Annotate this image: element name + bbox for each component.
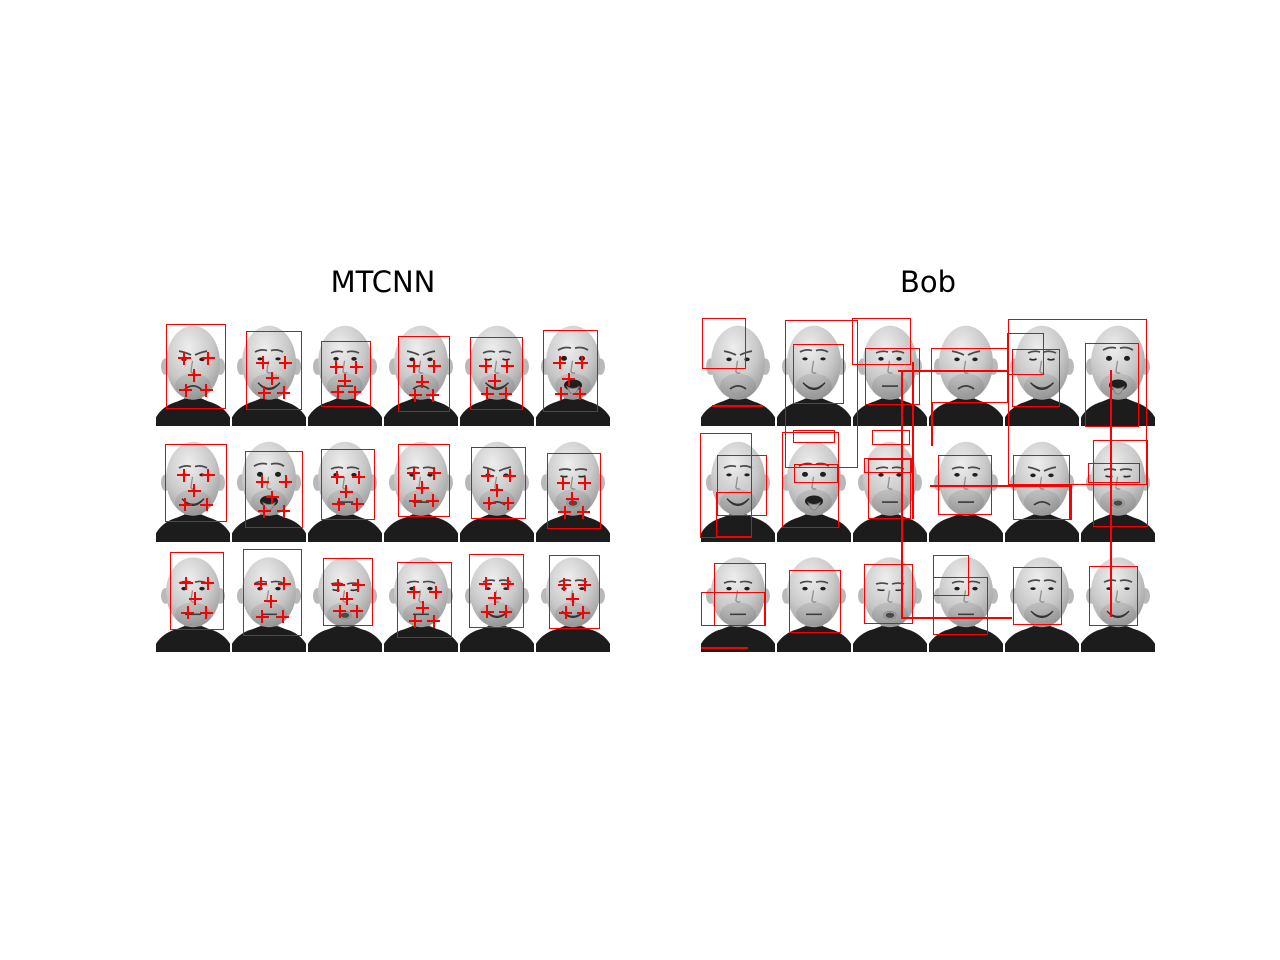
panel-title-bob: Bob <box>899 265 957 299</box>
face-image <box>852 318 928 426</box>
face-image <box>231 318 307 426</box>
face-image <box>307 318 383 426</box>
face-image <box>700 318 776 426</box>
face-image <box>1080 550 1156 652</box>
face-image <box>928 434 1004 542</box>
face-image <box>852 434 928 542</box>
face-image <box>776 434 852 542</box>
face-image <box>700 550 776 652</box>
face-image <box>928 318 1004 426</box>
face-image <box>231 434 307 542</box>
face-image <box>231 550 307 652</box>
panel-bob <box>700 318 1156 652</box>
face-image <box>700 434 776 542</box>
face-image <box>1004 434 1080 542</box>
face-image <box>383 318 459 426</box>
panel-mtcnn <box>155 318 611 652</box>
panel-title-mtcnn: MTCNN <box>330 265 436 299</box>
face-image <box>535 550 611 652</box>
face-image <box>1080 434 1156 542</box>
face-image <box>155 434 231 542</box>
face-image <box>1004 550 1080 652</box>
face-image <box>459 550 535 652</box>
face-image <box>383 434 459 542</box>
face-image <box>852 550 928 652</box>
face-image <box>928 550 1004 652</box>
face-image <box>535 318 611 426</box>
face-image <box>307 434 383 542</box>
face-image <box>307 550 383 652</box>
face-image <box>535 434 611 542</box>
face-image <box>155 550 231 652</box>
face-image <box>155 318 231 426</box>
face-image <box>459 318 535 426</box>
face-image <box>1080 318 1156 426</box>
face-image <box>776 550 852 652</box>
face-image <box>776 318 852 426</box>
face-image <box>1004 318 1080 426</box>
face-image <box>383 550 459 652</box>
face-image <box>459 434 535 542</box>
